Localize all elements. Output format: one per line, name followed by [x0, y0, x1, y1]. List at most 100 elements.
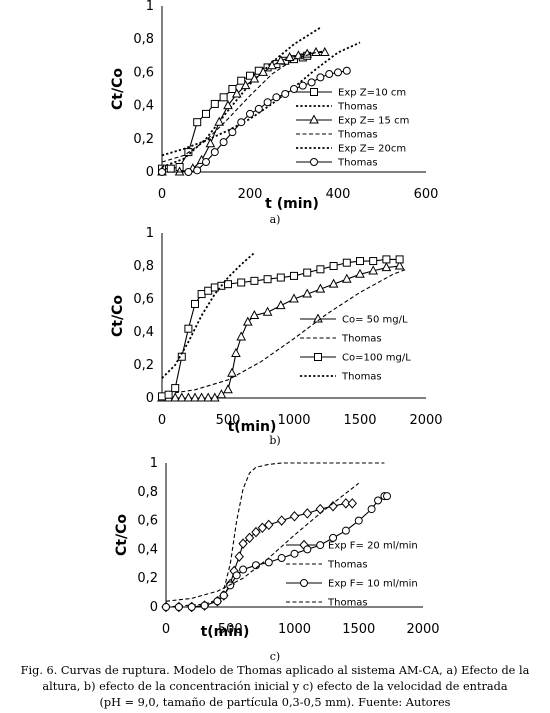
data-point: [240, 80, 251, 90]
y-tick-label: 0,8: [137, 485, 158, 500]
data-point: [267, 60, 277, 70]
data-point: [342, 258, 351, 267]
panel-label: a): [270, 213, 281, 226]
y-tick-label: 0,6: [133, 292, 154, 307]
data-point: [164, 390, 173, 399]
legend-label: Thomas: [327, 598, 368, 609]
data-point: [395, 255, 404, 264]
data-point: [174, 603, 183, 611]
x-axis-label: t(min): [201, 624, 250, 640]
data-point: [196, 392, 207, 402]
data-point: [307, 78, 316, 87]
data-point: [166, 164, 175, 173]
series-1: [161, 498, 357, 613]
series-4: [165, 482, 360, 602]
legend-label: Thomas: [327, 560, 368, 571]
data-point: [251, 526, 261, 538]
data-point: [190, 392, 200, 402]
data-point: [277, 554, 286, 563]
series-5: [161, 41, 361, 157]
data-point: [275, 55, 286, 65]
series-2: [161, 268, 407, 396]
legend-label: Exp F= 20 ml/min: [328, 541, 418, 552]
y-tick-label: 0: [146, 391, 154, 406]
series-line: [161, 268, 407, 396]
series-4: [161, 50, 325, 163]
y-axis-label: Ct/Co: [114, 514, 130, 556]
y-tick-label: 1: [146, 0, 154, 14]
legend-label: Exp Z= 15 cm: [338, 116, 409, 127]
data-point: [171, 384, 180, 393]
data-point: [329, 262, 338, 270]
data-point: [170, 392, 181, 402]
series-3: [158, 255, 404, 401]
data-point: [239, 565, 248, 574]
data-point: [258, 66, 269, 76]
data-point: [316, 541, 325, 550]
series-line: [162, 70, 347, 173]
data-point: [381, 262, 392, 272]
data-point: [232, 571, 241, 580]
y-tick-label: 0,4: [137, 542, 158, 557]
data-point: [197, 290, 206, 299]
data-point: [224, 280, 232, 289]
x-tick-label: 1500: [343, 413, 376, 428]
y-tick-label: 0,8: [133, 32, 154, 47]
data-point: [219, 591, 228, 600]
x-tick-label: 1000: [277, 413, 310, 428]
data-point: [303, 545, 312, 554]
data-point: [193, 118, 202, 127]
data-point: [369, 257, 378, 266]
x-tick-label: 200: [238, 187, 263, 202]
panel-label: b): [269, 434, 280, 447]
data-point: [183, 392, 194, 402]
x-tick-label: 0: [158, 187, 166, 202]
legend-label: Exp Z=10 cm: [338, 88, 406, 99]
y-tick-label: 0,8: [133, 259, 154, 274]
data-point: [284, 51, 295, 61]
data-point: [367, 505, 376, 514]
y-tick-label: 0: [150, 600, 158, 615]
data-point: [315, 503, 325, 515]
legend-marker: [300, 579, 308, 587]
data-point: [210, 283, 219, 292]
data-point: [368, 265, 379, 275]
data-point: [264, 558, 273, 567]
data-point: [238, 538, 248, 549]
y-tick-label: 0,4: [133, 325, 154, 340]
data-point: [329, 533, 338, 542]
data-point: [174, 166, 185, 176]
y-tick-label: 0,2: [133, 358, 154, 373]
series-line: [161, 41, 361, 157]
x-tick-label: 0: [158, 413, 166, 428]
x-axis-label: t (min): [265, 196, 319, 212]
series-line: [161, 50, 325, 163]
legend-label: Thomas: [337, 158, 378, 169]
data-point: [325, 70, 334, 79]
data-point: [290, 85, 298, 93]
caption-line-1: Fig. 6. Curvas de ruptura. Modelo de Tho…: [20, 664, 530, 677]
data-point: [272, 93, 281, 102]
data-point: [193, 166, 202, 175]
panel-label: c): [270, 650, 280, 663]
data-point: [298, 81, 307, 90]
data-point: [228, 128, 237, 137]
series-3: [162, 492, 392, 611]
legend-label: Thomas: [341, 372, 382, 383]
data-point: [302, 48, 313, 58]
data-point: [315, 283, 326, 293]
data-point: [281, 89, 290, 98]
legend-label: Exp F= 10 ml/min: [328, 579, 418, 590]
data-point: [276, 515, 287, 526]
data-point: [394, 260, 405, 270]
data-point: [158, 168, 166, 176]
data-point: [219, 93, 228, 102]
data-point: [383, 492, 392, 501]
legend-label: Co= 50 mg/L: [342, 315, 408, 326]
data-point: [356, 257, 364, 266]
data-point: [382, 255, 391, 264]
data-point: [162, 603, 170, 611]
legend-marker: [313, 313, 323, 323]
data-point: [158, 392, 166, 401]
data-point: [264, 519, 274, 531]
